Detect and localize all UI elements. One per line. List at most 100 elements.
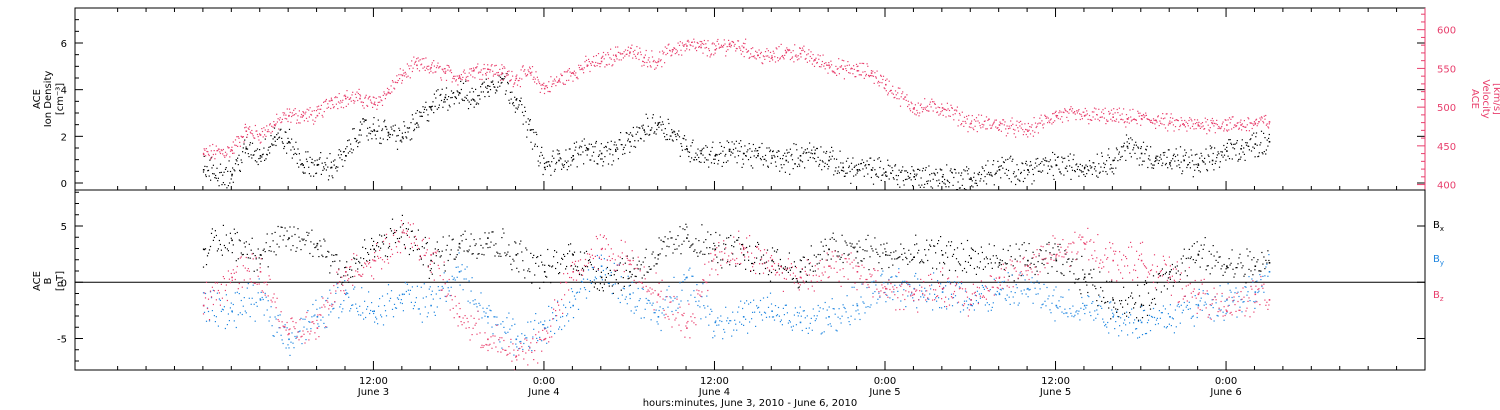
velocity-sample xyxy=(554,80,556,82)
density-sample xyxy=(243,143,245,145)
bx-sample xyxy=(589,261,591,263)
by-sample xyxy=(391,308,394,310)
bx-sample xyxy=(407,228,409,230)
velocity-sample xyxy=(219,151,221,153)
by-sample xyxy=(291,332,293,334)
bx-sample xyxy=(1110,318,1112,320)
density-sample xyxy=(612,154,614,156)
bx-sample xyxy=(644,257,646,259)
bx-sample xyxy=(1002,248,1004,250)
velocity-sample xyxy=(382,94,384,96)
bx-sample xyxy=(704,253,706,255)
bx-sample xyxy=(452,238,454,240)
velocity-sample xyxy=(223,155,225,157)
by-sample xyxy=(603,258,605,260)
velocity-sample xyxy=(758,49,760,51)
velocity-sample xyxy=(1164,127,1167,129)
density-sample xyxy=(1047,165,1049,167)
by-sample xyxy=(423,283,425,285)
by-sample xyxy=(483,311,485,313)
density-sample xyxy=(462,82,465,84)
velocity-sample xyxy=(779,57,781,59)
velocity-sample xyxy=(222,153,224,155)
bx-sample xyxy=(1075,278,1077,280)
density-sample xyxy=(809,142,811,144)
by-sample xyxy=(295,337,297,339)
bx-sample xyxy=(1095,288,1097,290)
density-sample xyxy=(961,172,963,174)
density-sample xyxy=(438,107,440,109)
bx-sample xyxy=(966,239,969,242)
density-sample xyxy=(1178,164,1180,166)
by-sample xyxy=(831,298,833,300)
bx-sample xyxy=(939,262,941,264)
bx-sample xyxy=(663,241,665,243)
density-sample xyxy=(305,151,307,153)
velocity-sample xyxy=(639,47,641,49)
density-sample xyxy=(451,96,453,99)
bx-sample xyxy=(881,268,883,270)
density-sample xyxy=(1085,164,1087,166)
velocity-sample xyxy=(880,74,882,76)
bx-sample xyxy=(630,276,632,278)
density-sample xyxy=(553,157,555,159)
density-sample xyxy=(1258,152,1260,154)
density-sample xyxy=(803,151,805,153)
bx-sample xyxy=(693,250,695,252)
density-sample xyxy=(1079,163,1081,165)
velocity-sample xyxy=(617,46,619,48)
velocity-point xyxy=(487,68,489,70)
by-sample xyxy=(344,280,346,282)
density-point xyxy=(870,169,873,171)
bx-sample xyxy=(1229,264,1231,266)
velocity-sample xyxy=(931,101,934,103)
density-sample xyxy=(1229,139,1231,141)
density-sample xyxy=(938,179,940,181)
velocity-sample xyxy=(626,53,628,55)
velocity-sample xyxy=(209,145,211,147)
bx-sample xyxy=(896,258,898,260)
by-sample xyxy=(309,321,311,323)
density-sample xyxy=(312,162,314,164)
velocity-sample xyxy=(418,70,421,72)
velocity-sample xyxy=(251,129,253,132)
bx-sample xyxy=(577,270,580,272)
velocity-sample xyxy=(1074,111,1076,113)
velocity-sample xyxy=(724,43,726,45)
density-sample xyxy=(671,139,673,141)
bx-sample xyxy=(1170,269,1172,271)
bx-sample xyxy=(1129,312,1131,314)
density-sample xyxy=(450,97,452,99)
by-sample xyxy=(451,275,453,277)
bx-sample xyxy=(1236,267,1238,269)
velocity-sample xyxy=(271,125,273,127)
velocity-sample xyxy=(316,106,318,108)
density-sample xyxy=(1131,139,1133,141)
by-sample xyxy=(747,332,749,334)
velocity-sample xyxy=(339,102,341,104)
density-sample xyxy=(1255,132,1258,134)
density-sample xyxy=(268,146,270,148)
density-sample xyxy=(842,162,844,164)
velocity-sample xyxy=(538,81,540,83)
velocity-sample xyxy=(612,64,614,66)
velocity-sample xyxy=(323,111,325,113)
velocity-sample xyxy=(1150,121,1152,123)
density-sample xyxy=(485,86,487,88)
density-sample xyxy=(271,143,273,145)
velocity-sample xyxy=(1258,121,1260,123)
velocity-sample xyxy=(640,54,642,56)
velocity-sample xyxy=(638,58,640,61)
density-sample xyxy=(438,104,440,106)
by-sample xyxy=(253,303,255,305)
velocity-sample xyxy=(355,96,357,99)
density-sample xyxy=(978,171,980,173)
velocity-sample xyxy=(1230,118,1232,120)
velocity-sample xyxy=(269,123,271,125)
bx-sample xyxy=(689,246,691,248)
density-point xyxy=(998,169,1001,171)
by-sample xyxy=(560,316,562,318)
velocity-sample xyxy=(392,81,394,83)
velocity-sample xyxy=(324,100,326,103)
bx-sample xyxy=(219,243,221,246)
